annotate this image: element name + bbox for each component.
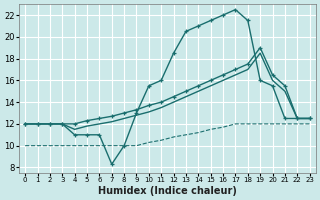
X-axis label: Humidex (Indice chaleur): Humidex (Indice chaleur) — [98, 186, 237, 196]
